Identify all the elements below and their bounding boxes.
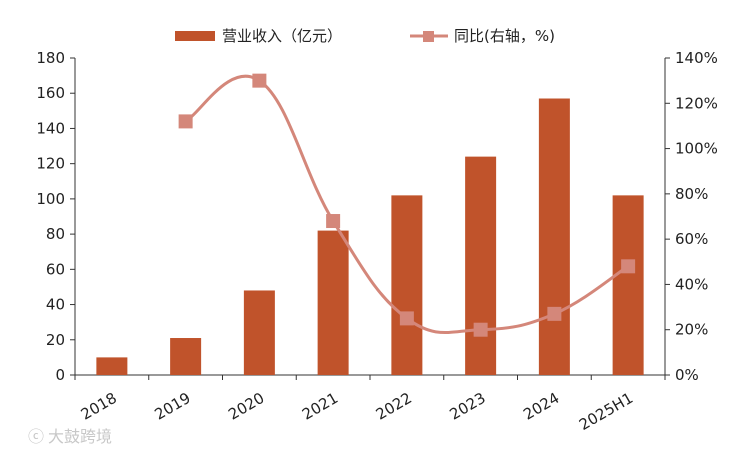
legend-label-yoy: 同比(右轴，%) [454, 27, 555, 45]
bar-2019 [170, 338, 202, 375]
bar-2025H1 [612, 195, 644, 375]
right-tick-label: 120% [675, 94, 718, 112]
x-tick-label: 2023 [447, 389, 489, 424]
yoy-point-2019 [178, 114, 193, 129]
watermark-text: 大鼓跨境 [48, 427, 112, 446]
right-tick-label: 140% [675, 49, 718, 67]
x-tick-label: 2018 [78, 389, 120, 424]
left-tick-label: 80 [46, 225, 65, 243]
x-tick-label: 2020 [225, 389, 267, 424]
yoy-point-2024 [547, 306, 562, 321]
yoy-point-2020 [252, 73, 267, 88]
bar-2021 [317, 230, 349, 375]
left-tick-label: 180 [36, 49, 65, 67]
yoy-line [178, 73, 636, 337]
bar-2020 [243, 290, 275, 375]
yoy-point-2021 [326, 214, 341, 229]
right-tick-label: 0% [675, 366, 699, 384]
x-tick-label: 2021 [299, 389, 341, 424]
legend-marker-yoy [423, 31, 434, 42]
yoy-point-2025H1 [621, 259, 636, 274]
bars [96, 98, 644, 375]
yoy-point-2022 [399, 311, 414, 326]
left-tick-label: 140 [36, 119, 65, 137]
left-tick-label: 0 [55, 366, 65, 384]
watermark: ⓒ 大鼓跨境 [28, 427, 112, 446]
right-tick-label: 20% [675, 321, 708, 339]
x-tick-label: 2019 [152, 389, 194, 424]
left-tick-label: 20 [46, 331, 65, 349]
left-tick-label: 120 [36, 155, 65, 173]
right-tick-label: 80% [675, 185, 708, 203]
right-tick-label: 60% [675, 230, 708, 248]
bar-2018 [96, 357, 128, 375]
bar-2024 [538, 98, 570, 375]
axes [70, 57, 670, 380]
legend-swatch-revenue [175, 31, 215, 41]
left-tick-label: 100 [36, 190, 65, 208]
x-tick-label: 2025H1 [576, 389, 636, 434]
bar-2023 [465, 156, 497, 375]
watermark-logo-icon: ⓒ [28, 427, 44, 446]
right-tick-label: 100% [675, 140, 718, 158]
left-tick-label: 60 [46, 260, 65, 278]
bar-2022 [391, 195, 423, 375]
right-tick-label: 40% [675, 275, 708, 293]
yoy-point-2023 [473, 322, 488, 337]
left-tick-label: 40 [46, 296, 65, 314]
legend: 营业收入（亿元） 同比(右轴，%) [175, 27, 555, 45]
left-tick-label: 160 [36, 84, 65, 102]
x-tick-label: 2022 [373, 389, 415, 424]
x-tick-label: 2024 [520, 389, 562, 424]
legend-label-revenue: 营业收入（亿元） [222, 27, 342, 45]
